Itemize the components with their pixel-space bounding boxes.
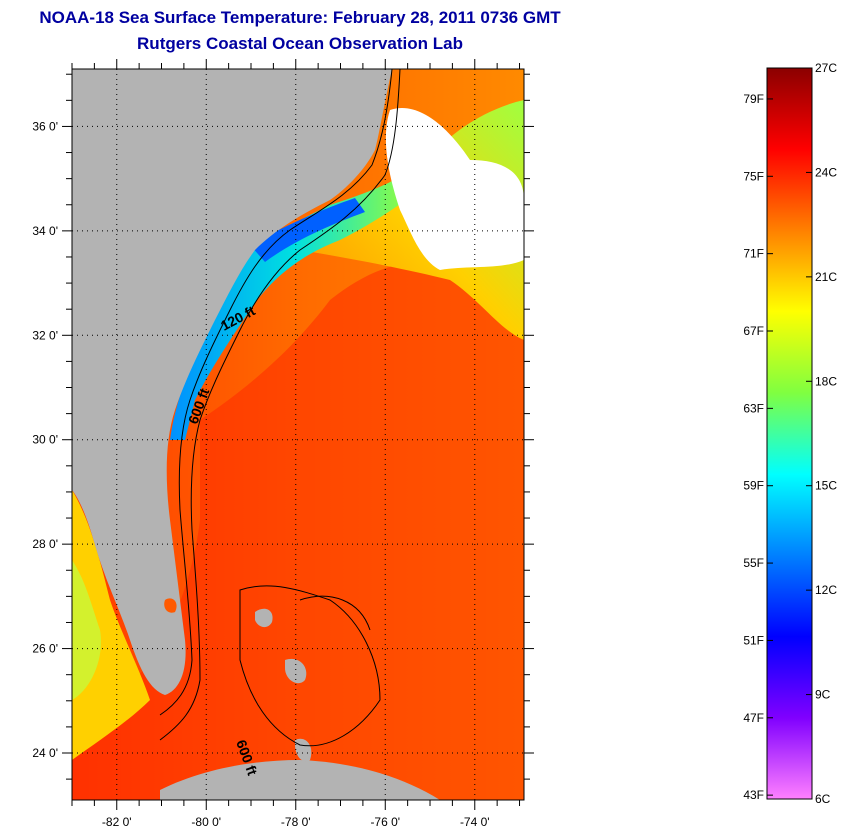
fahrenheit-label: 55F	[743, 556, 764, 570]
lon-tick-label: -82 0'	[102, 815, 132, 829]
gulf-cool-water	[72, 560, 101, 700]
map-frame	[71, 68, 525, 801]
lon-tick-label: -76 0'	[370, 815, 400, 829]
land-mass	[72, 69, 392, 695]
celsius-label: 18C	[815, 374, 837, 388]
lat-tick-label: 36 0'	[32, 119, 58, 133]
contour-bahamas-bank	[239, 585, 381, 747]
lat-tick-label: 28 0'	[32, 537, 58, 551]
sst-map	[72, 69, 524, 800]
fahrenheit-label: 71F	[743, 247, 764, 261]
fahrenheit-label: 43F	[743, 788, 764, 802]
celsius-label: 21C	[815, 270, 837, 284]
warm-core	[72, 262, 524, 800]
map-title: NOAA-18 Sea Surface Temperature: Februar…	[39, 8, 561, 27]
celsius-label: 24C	[815, 165, 837, 179]
lon-tick-label: -80 0'	[191, 815, 221, 829]
fahrenheit-label: 75F	[743, 169, 764, 183]
fahrenheit-label: 51F	[743, 633, 764, 647]
celsius-label: 12C	[815, 583, 837, 597]
contour-bahamas-bank-2	[299, 595, 371, 631]
lon-tick-label: -78 0'	[281, 815, 311, 829]
colorbar: 27C 24C 21C 18C 15C 12C 9C 6C 79F 75F 71F 67F 63F 59F…	[743, 61, 837, 806]
map-axes: 36 0' 34 0' 32 0' 30 0' 28 0' 26 0' 24 0' -82 0…	[32, 59, 534, 829]
fahrenheit-label: 67F	[743, 324, 764, 338]
gulf-shelf-water	[72, 490, 150, 760]
lat-tick-label: 34 0'	[32, 224, 58, 238]
lat-tick-label: 24 0'	[32, 746, 58, 760]
land-cuba	[160, 760, 440, 800]
contour-600ft	[159, 69, 401, 741]
celsius-label: 27C	[815, 61, 837, 75]
celsius-label: 6C	[815, 792, 831, 806]
lat-tick-label: 26 0'	[32, 642, 58, 656]
celsius-label: 15C	[815, 479, 837, 493]
fahrenheit-label: 79F	[743, 92, 764, 106]
island	[285, 658, 307, 684]
fahrenheit-label: 63F	[743, 401, 764, 415]
lon-tick-label: -74 0'	[460, 815, 490, 829]
lat-tick-label: 30 0'	[32, 433, 58, 447]
fahrenheit-label: 47F	[743, 711, 764, 725]
graticule	[72, 69, 524, 800]
celsius-label: 9C	[815, 688, 831, 702]
lake-okeechobee	[164, 598, 177, 613]
fahrenheit-label: 59F	[743, 479, 764, 493]
colorbar-ticks: 27C 24C 21C 18C 15C 12C 9C 6C 79F 75F 71F 67F 63F 59F…	[743, 61, 837, 806]
cold-coastal-water	[250, 198, 365, 262]
colorbar-scale	[766, 67, 813, 800]
map-subtitle: Rutgers Coastal Ocean Observation Lab	[137, 34, 463, 53]
lat-tick-label: 32 0'	[32, 328, 58, 342]
cloud-mask	[385, 108, 524, 270]
island	[255, 608, 273, 628]
